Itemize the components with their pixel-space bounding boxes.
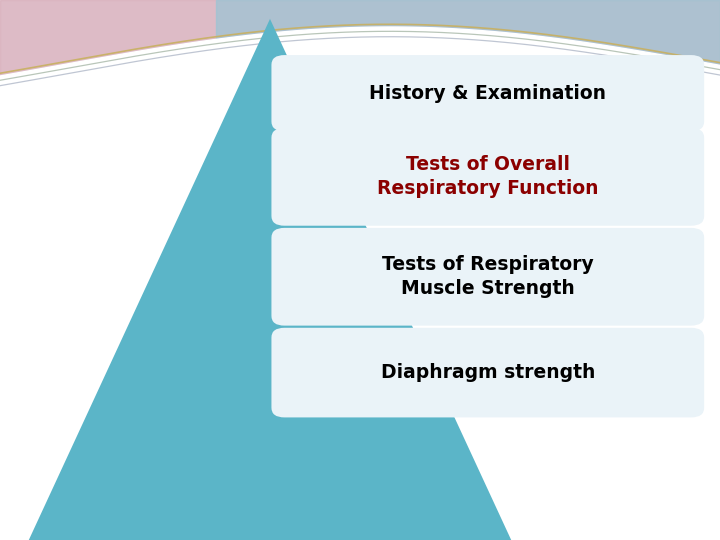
- FancyBboxPatch shape: [271, 328, 704, 417]
- Polygon shape: [29, 19, 511, 540]
- Text: Tests of Overall
Respiratory Function: Tests of Overall Respiratory Function: [377, 155, 598, 199]
- FancyBboxPatch shape: [271, 228, 704, 326]
- Text: Tests of Respiratory
Muscle Strength: Tests of Respiratory Muscle Strength: [382, 255, 594, 299]
- Text: History & Examination: History & Examination: [369, 84, 606, 103]
- Text: Diaphragm strength: Diaphragm strength: [381, 363, 595, 382]
- Polygon shape: [216, 0, 720, 97]
- Polygon shape: [0, 0, 720, 97]
- FancyBboxPatch shape: [271, 55, 704, 131]
- FancyBboxPatch shape: [271, 128, 704, 226]
